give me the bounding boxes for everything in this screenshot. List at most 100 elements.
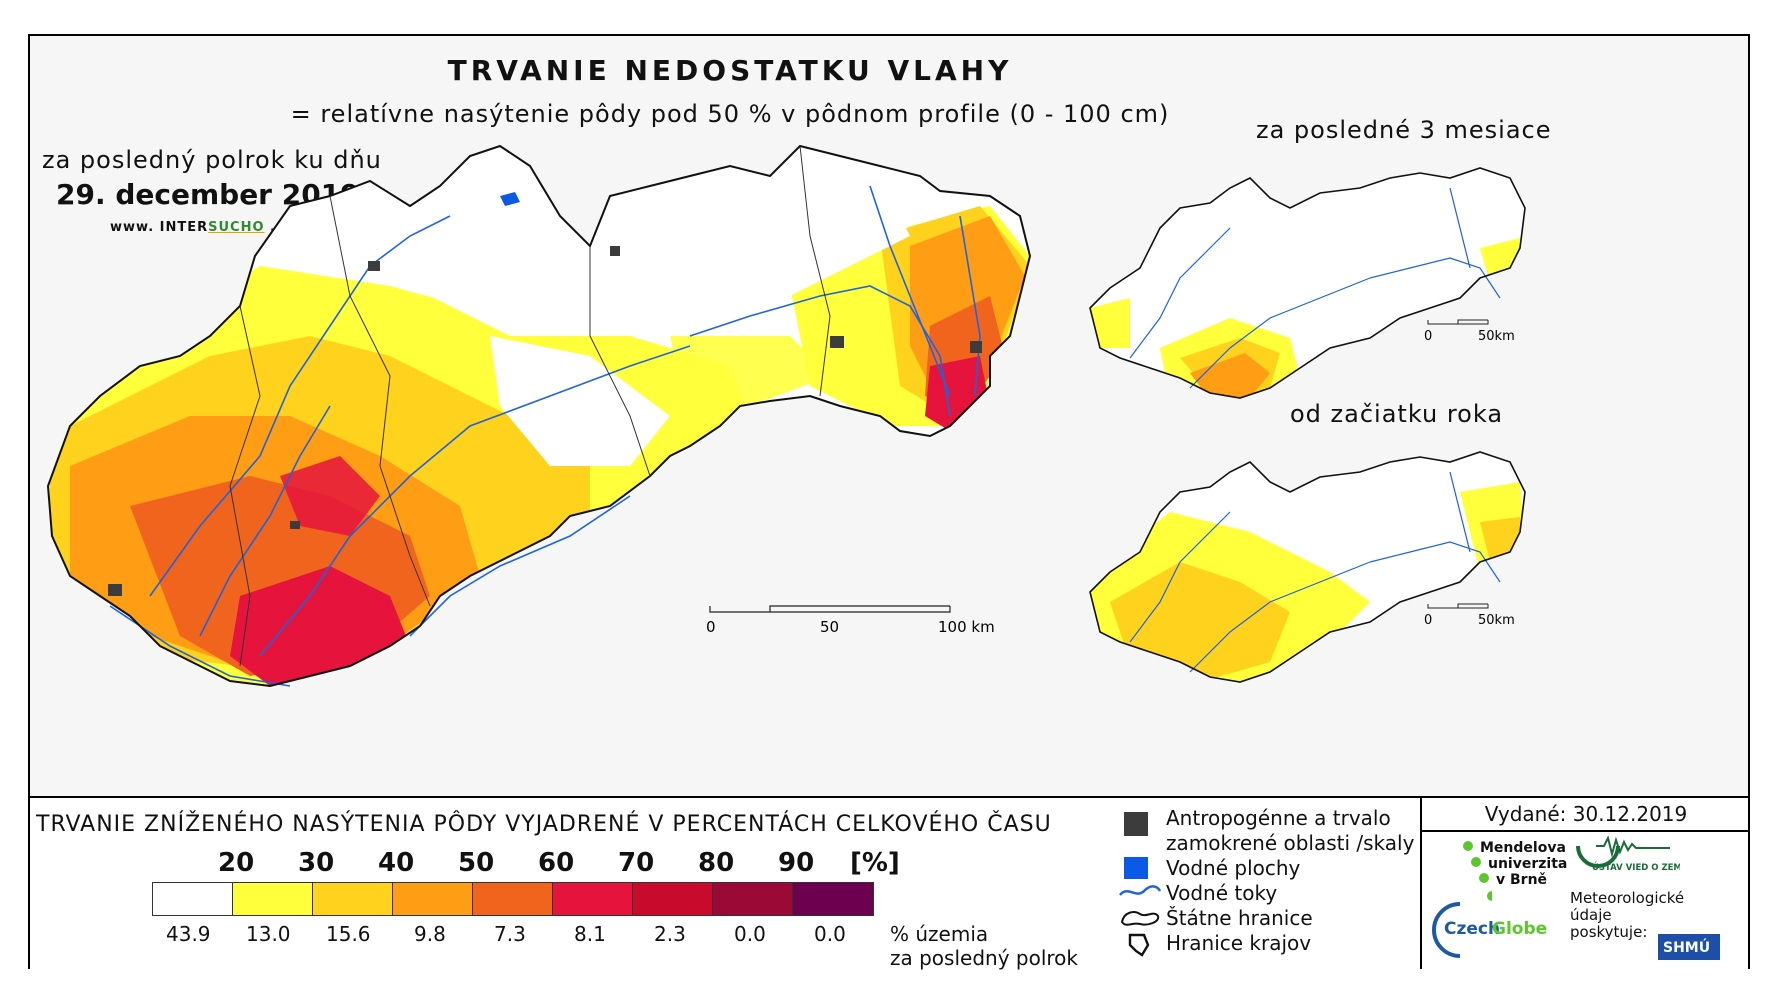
- inset-bottom-label: od začiatku roka: [1290, 400, 1504, 428]
- anthropogenic-swatch-icon: [1124, 812, 1148, 836]
- meteo-line1: Meteorologické: [1570, 889, 1685, 907]
- inset-top-river-3: [1369, 257, 1501, 299]
- threshold-90: 90: [778, 848, 815, 878]
- czechglobe-name-b: Globe: [1492, 919, 1547, 939]
- inset-bottom-gold: [1110, 562, 1290, 682]
- inset-bottom-river-1: [1129, 511, 1231, 643]
- share-class-9: 0.0: [814, 922, 846, 946]
- inset-top-border: [1089, 167, 1526, 399]
- river-ipel: [409, 495, 631, 637]
- state-borders-label: Štátne hranice: [1166, 906, 1313, 930]
- inset-top-scale: 0 50km: [1424, 319, 1515, 344]
- inset-top-rivers: [1129, 187, 1501, 389]
- inset-bottom-scale-0: 0: [1424, 613, 1432, 628]
- inset-top-yellow-west: [1090, 298, 1130, 348]
- main-state-border: [46, 144, 1032, 688]
- shmu-name: SHMÚ: [1663, 938, 1710, 956]
- river-line-icon: [1119, 885, 1162, 896]
- mendel-dots-icon: [1463, 841, 1492, 901]
- mendel-line1: Mendelova: [1480, 840, 1566, 856]
- zone-white-central: [490, 336, 670, 466]
- share-class-3: 15.6: [326, 922, 371, 946]
- inset-top-scale-50: 50km: [1478, 329, 1515, 344]
- swatch-class-2: [233, 883, 313, 915]
- inset-top-river-4: [1449, 187, 1471, 269]
- share-note-line2: za posledný polrok: [890, 946, 1078, 970]
- share-class-1: 43.9: [166, 922, 211, 946]
- share-note: % územia za posledný polrok: [890, 922, 1078, 970]
- threshold-60: 60: [538, 848, 575, 878]
- zone-yellow-central: [670, 336, 830, 426]
- anthro-zilina: [368, 261, 380, 271]
- swatch-class-8: [713, 883, 793, 915]
- main-region-borders: [229, 145, 831, 667]
- inset-bottom-scale: 0 50km: [1424, 603, 1515, 628]
- inset-bottom-white-north: [1200, 462, 1450, 552]
- swatch-class-4: [393, 883, 473, 915]
- legend-water-bodies: Vodné plochy: [1118, 856, 1414, 881]
- main-scale-50: 50: [820, 618, 839, 636]
- meteo-line2: údaje: [1570, 906, 1612, 924]
- czechglobe-arc: [1432, 902, 1461, 958]
- czechglobe-name-a: Czech: [1444, 919, 1500, 939]
- region-border-1: [229, 305, 261, 667]
- threshold-50: 50: [458, 848, 495, 878]
- water-body-swatch-icon: [1124, 857, 1148, 879]
- share-class-7: 2.3: [654, 922, 686, 946]
- threshold-unit: [%]: [850, 848, 900, 878]
- anthropogenic-line1: Antropogénne a trvalo: [1166, 806, 1391, 830]
- uvz-name: ÚSTAV VIED O ZEMI: [1592, 861, 1680, 873]
- czechglobe-logo-icon: Czech Globe: [1432, 902, 1547, 958]
- zone-red-central: [280, 456, 380, 536]
- credits-panel: Vydané: 30.12.2019 Mendelova univerzita …: [1420, 798, 1750, 969]
- anthro-bratislava: [108, 584, 122, 596]
- mendel-line3: v Brně: [1496, 872, 1548, 888]
- website-brand: SUCHO: [208, 220, 265, 235]
- legend-rivers: Vodné toky: [1118, 881, 1414, 906]
- river-vah: [149, 215, 451, 597]
- rivers-label: Vodné toky: [1166, 881, 1278, 905]
- main-scale-bar: 0 50 100 km: [706, 605, 995, 636]
- zone-white-north: [290, 176, 910, 336]
- anthro-poprad: [610, 246, 620, 256]
- issued-date: Vydané: 30.12.2019: [1422, 798, 1750, 832]
- website-prefix: www. INTER: [110, 220, 209, 235]
- meteo-line3: poskytuje:: [1570, 923, 1648, 941]
- uvz-logo-icon: ÚSTAV VIED O ZEMI: [1576, 836, 1680, 873]
- region-borders-label: Hranice krajov: [1166, 931, 1312, 955]
- mendel-dot-2: [1471, 857, 1481, 867]
- share-class-6: 8.1: [574, 922, 606, 946]
- inset-top-river-1: [1129, 227, 1231, 359]
- meteo-provider: Meteorologické údaje poskytuje:: [1570, 890, 1684, 941]
- river-laborec: [959, 215, 981, 397]
- share-class-4: 9.8: [414, 922, 446, 946]
- inset-bottom-scale-line: [1427, 603, 1489, 609]
- anthro-kosice: [830, 336, 844, 348]
- legend-panel: TRVANIE ZNÍŽENÉHO NASÝTENIA PÔDY VYJADRE…: [30, 796, 1750, 970]
- inset-bottom-map: 0 50km: [1089, 451, 1526, 683]
- swatch-class-5: [473, 883, 553, 915]
- map-title: TRVANIE NEDOSTATKU VLAHY: [447, 54, 1013, 87]
- share-class-5: 7.3: [494, 922, 526, 946]
- mendel-dot-3: [1479, 873, 1489, 883]
- river-hornad: [689, 285, 951, 417]
- state-border-path: [1120, 911, 1160, 926]
- inset-top-map: 0 50km: [1089, 167, 1526, 399]
- legend-region-borders: Hranice krajov: [1118, 931, 1414, 957]
- share-note-line1: % územia: [890, 922, 989, 946]
- inset-top-scale-0: 0: [1424, 329, 1432, 344]
- inset-top-orange: [1190, 353, 1270, 398]
- uvz-seismograph: [1596, 836, 1670, 858]
- inset-top-label: za posledné 3 mesiace: [1256, 116, 1552, 144]
- region-border-2: [329, 195, 431, 607]
- main-scale-0: 0: [706, 618, 716, 636]
- mendel-logo: Mendelova univerzita v Brně: [1480, 840, 1567, 888]
- legend-title: TRVANIE ZNÍŽENÉHO NASÝTENIA PÔDY VYJADRE…: [36, 812, 1052, 837]
- mendel-dot-4: [1487, 891, 1492, 901]
- region-border-4: [799, 145, 831, 397]
- threshold-70: 70: [618, 848, 655, 878]
- uvz-t-shape: [1576, 845, 1620, 868]
- river-hron: [259, 345, 691, 657]
- swatch-class-6: [553, 883, 633, 915]
- shmu-bg: [1658, 934, 1720, 960]
